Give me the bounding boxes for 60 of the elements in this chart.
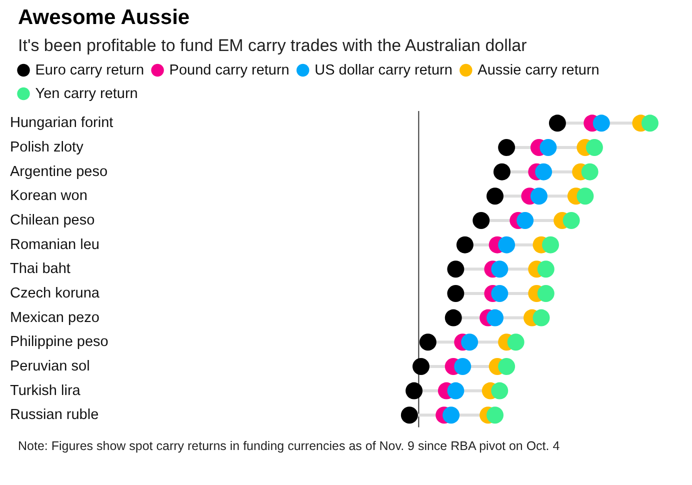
- point: [576, 188, 594, 205]
- y-tick-label: Philippine peso: [10, 334, 108, 350]
- point: [493, 163, 510, 180]
- legend-label: Yen carry return: [35, 86, 138, 102]
- point: [486, 406, 504, 424]
- text: Awesome Aussie: [18, 6, 190, 30]
- y-tick-label: Czech koruna: [10, 285, 100, 302]
- text: It's been profitable to fund EM carry trades with the Australian dollar: [18, 36, 527, 56]
- point: [498, 236, 516, 254]
- point: [491, 284, 508, 302]
- point: [412, 358, 430, 375]
- point: [461, 334, 478, 351]
- point: [400, 406, 418, 424]
- point: [447, 260, 464, 278]
- legend-label: Pound carry return: [169, 62, 290, 78]
- point: [562, 212, 580, 229]
- point: [486, 309, 504, 326]
- text: Note: Figures show spot carry returns in funding currencies as of Nov. 9 since RBA pivot on Oct. 4: [18, 438, 560, 454]
- point: [507, 334, 524, 351]
- y-tick-label: Argentine peso: [10, 164, 108, 180]
- y-tick-label: Korean won: [10, 188, 88, 204]
- y-tick-label: Thai baht: [10, 261, 70, 278]
- point: [498, 138, 516, 156]
- point: [456, 236, 474, 254]
- point: [542, 236, 560, 254]
- legend-label: US dollar carry return: [314, 62, 452, 78]
- y-tick-label: Turkish lira: [10, 382, 82, 399]
- legend-label: Aussie carry return: [478, 62, 600, 78]
- point: [540, 138, 557, 156]
- y-tick-label: Chilean peso: [10, 212, 95, 228]
- point: [530, 188, 548, 205]
- point: [532, 309, 550, 326]
- point: [581, 163, 598, 180]
- point: [472, 212, 490, 229]
- point: [535, 163, 552, 180]
- point: [641, 114, 658, 132]
- point: [491, 382, 508, 400]
- legend-label: Euro carry return: [35, 62, 144, 78]
- point: [406, 382, 423, 400]
- point: [537, 284, 554, 302]
- point: [586, 138, 603, 156]
- y-tick-label: Romanian leu: [10, 236, 100, 253]
- point: [537, 260, 554, 278]
- y-tick-label: Polish zloty: [10, 139, 84, 156]
- point: [447, 284, 464, 302]
- point: [454, 358, 472, 375]
- y-tick-label: Mexican pezo: [10, 310, 100, 326]
- point: [592, 114, 610, 132]
- point: [444, 309, 462, 326]
- point: [516, 212, 534, 229]
- point: [548, 114, 566, 132]
- point: [442, 406, 460, 424]
- y-tick-label: Peruvian sol: [10, 358, 90, 374]
- point: [491, 260, 508, 278]
- point: [419, 334, 436, 351]
- y-tick-label: Russian ruble: [10, 407, 99, 424]
- y-tick-label: Hungarian forint: [10, 115, 114, 132]
- point: [486, 188, 504, 205]
- point: [447, 382, 464, 400]
- point: [498, 358, 516, 375]
